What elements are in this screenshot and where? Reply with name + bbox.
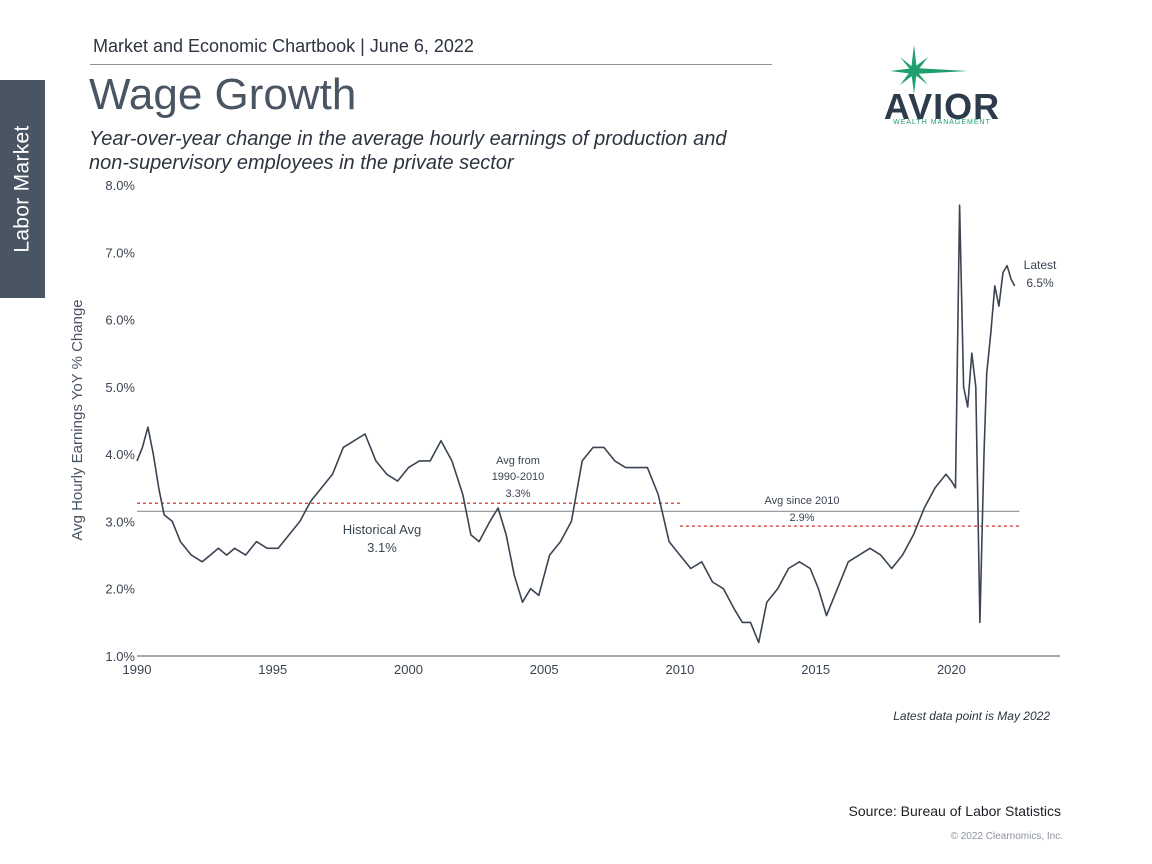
- source-note: Source: Bureau of Labor Statistics: [848, 803, 1061, 819]
- x-tick-label: 2000: [394, 662, 423, 677]
- annotation-avg-since-value: 2.9%: [789, 512, 814, 524]
- x-tick-label: 2005: [530, 662, 559, 677]
- logo-wordmark: AVIOR: [883, 86, 1001, 127]
- x-tick-label: 1995: [258, 662, 287, 677]
- copyright-note: © 2022 Clearnomics, Inc.: [950, 831, 1063, 842]
- annotation-avg-from-line2: 1990-2010: [492, 471, 545, 483]
- y-tick-label: 2.0%: [105, 582, 135, 597]
- x-tick-label: 2010: [665, 662, 694, 677]
- y-tick-label: 3.0%: [105, 514, 135, 529]
- series-line-0: [136, 204, 1016, 644]
- page-subtitle: Year-over-year change in the average hou…: [89, 128, 727, 174]
- annotation-avg-from-value: 3.3%: [505, 488, 530, 500]
- wage-growth-chart: Avg Hourly Earnings YoY % Change 1.0% 2.0…: [69, 178, 1060, 677]
- x-tick-label: 2020: [937, 662, 966, 677]
- y-tick-label: 6.0%: [105, 313, 135, 328]
- y-tick-label: 7.0%: [105, 245, 135, 260]
- y-tick-label: 1.0%: [105, 649, 135, 664]
- star-icon: [890, 45, 968, 94]
- section-tab-label: Labor Market: [10, 125, 34, 253]
- annotation-avg-since-line1: Avg since 2010: [764, 495, 839, 507]
- y-axis-label: Avg Hourly Earnings YoY % Change: [69, 299, 86, 540]
- annotation-latest-label: Latest: [1024, 258, 1057, 272]
- header-divider: [90, 64, 772, 65]
- annotation-historical-avg: Historical Avg: [343, 522, 422, 537]
- x-tick-label: 2015: [801, 662, 830, 677]
- annotation-avg-from-line1: Avg from: [496, 455, 540, 467]
- logo-tagline: WEALTH MANAGEMENT: [893, 119, 991, 126]
- section-tab: Labor Market: [0, 80, 45, 298]
- chartbook-header: Market and Economic Chartbook | June 6, …: [93, 36, 474, 56]
- y-tick-label: 5.0%: [105, 380, 135, 395]
- y-tick-label: 8.0%: [105, 178, 135, 193]
- latest-data-note: Latest data point is May 2022: [893, 709, 1050, 723]
- annotation-latest-value: 6.5%: [1026, 276, 1054, 290]
- y-tick-label: 4.0%: [105, 447, 135, 462]
- page-title: Wage Growth: [89, 70, 357, 119]
- x-tick-label: 1990: [123, 662, 152, 677]
- annotation-historical-value: 3.1%: [367, 540, 397, 555]
- avior-logo: AVIOR WEALTH MANAGEMENT: [876, 44, 1008, 128]
